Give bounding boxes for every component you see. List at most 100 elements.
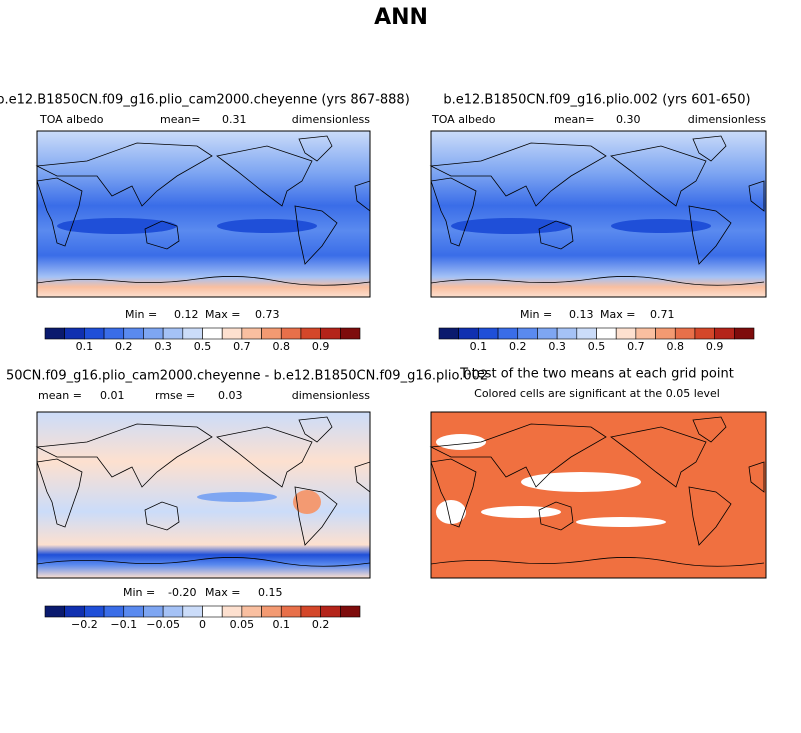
min-label: Min = xyxy=(125,308,157,321)
colorbar-label: 0.9 xyxy=(706,340,724,353)
variable: TOA albedo xyxy=(39,113,104,126)
colorbar-box xyxy=(734,327,755,340)
colorbar-box xyxy=(261,605,282,618)
colorbar-box xyxy=(615,327,637,340)
colorbar-label: 0.8 xyxy=(273,340,291,353)
colorbar-box xyxy=(143,605,164,618)
colorbar-label: 0.2 xyxy=(312,618,330,631)
colorbar-box xyxy=(280,327,302,340)
colorbar-label: 0.3 xyxy=(548,340,566,353)
colorbar-box xyxy=(576,327,597,340)
map xyxy=(36,130,371,298)
colorbar-box xyxy=(44,605,65,618)
colorbar-box xyxy=(202,327,223,340)
colorbar-box xyxy=(202,605,223,618)
colorbar-box xyxy=(103,327,125,340)
colorbar-box xyxy=(497,327,519,340)
colorbar-box xyxy=(182,327,203,340)
colorbar: 0.1 0.2 0.3 0.5 0.7 0.8 0.9 xyxy=(44,327,361,353)
max: 0.73 xyxy=(255,308,280,321)
colorbar-box xyxy=(556,327,578,340)
max-label: Max = xyxy=(600,308,635,321)
max-label: Max = xyxy=(205,586,240,599)
colorbar-box xyxy=(438,327,459,340)
colorbar-box xyxy=(221,605,243,618)
units: dimensionless xyxy=(292,113,371,126)
colorbar-label: 0.9 xyxy=(312,340,330,353)
min: 0.12 xyxy=(174,308,199,321)
map xyxy=(430,411,767,579)
colorbar-box xyxy=(182,605,203,618)
colorbar-box xyxy=(123,327,144,340)
variable: TOA albedo xyxy=(431,113,496,126)
colorbar-label: 0.1 xyxy=(273,618,291,631)
colorbar-box xyxy=(300,327,321,340)
colorbar-label: 0.7 xyxy=(627,340,645,353)
panel-subtitle: Colored cells are significant at the 0.0… xyxy=(474,387,720,400)
colorbar-box xyxy=(320,327,341,340)
colorbar-box xyxy=(64,327,85,340)
colorbar-label: −0.2 xyxy=(71,618,98,631)
colorbar-box xyxy=(84,605,105,618)
figure-title: ANN xyxy=(374,5,428,30)
colorbar-label: 0.1 xyxy=(76,340,94,353)
colorbar-box xyxy=(674,327,696,340)
rmse: 0.03 xyxy=(218,389,243,402)
colorbar-box xyxy=(162,605,184,618)
min: -0.20 xyxy=(168,586,196,599)
colorbar-label: 0 xyxy=(199,618,206,631)
colorbar-box xyxy=(537,327,558,340)
colorbar-box xyxy=(320,605,341,618)
colorbar-box xyxy=(103,605,125,618)
colorbar-box xyxy=(143,327,164,340)
units: dimensionless xyxy=(688,113,767,126)
colorbar-label: 0.2 xyxy=(115,340,133,353)
min-label: Min = xyxy=(123,586,155,599)
colorbar-box xyxy=(84,327,105,340)
panel-title: 50CN.f09_g16.plio_cam2000.cheyenne - b.e… xyxy=(6,369,488,384)
mean: 0.01 xyxy=(100,389,125,402)
min-label: Min = xyxy=(520,308,552,321)
rmse-label: rmse = xyxy=(155,389,195,402)
colorbar: −0.2 −0.1 −0.05 0 0.05 0.1 0.2 xyxy=(44,605,361,631)
colorbar-box xyxy=(241,605,262,618)
panel-title: b.e12.B1850CN.f09_g16.plio.002 (yrs 601-… xyxy=(443,93,750,108)
colorbar-box xyxy=(517,327,538,340)
colorbar-label: 0.7 xyxy=(233,340,251,353)
colorbar-box xyxy=(635,327,656,340)
colorbar-box xyxy=(123,605,144,618)
colorbar-label: 0.05 xyxy=(230,618,255,631)
colorbar-box xyxy=(221,327,243,340)
colorbar-label: 0.8 xyxy=(667,340,685,353)
colorbar-label: 0.2 xyxy=(509,340,527,353)
map xyxy=(430,130,767,298)
colorbar-box xyxy=(261,327,282,340)
colorbar-label: −0.1 xyxy=(110,618,137,631)
panel-title: b.e12.B1850CN.f09_g16.plio_cam2000.cheye… xyxy=(0,93,410,108)
max: 0.15 xyxy=(258,586,283,599)
colorbar-label: 0.5 xyxy=(194,340,212,353)
colorbar-box xyxy=(300,605,321,618)
colorbar-box xyxy=(478,327,499,340)
colorbar-box xyxy=(694,327,715,340)
colorbar-label: 0.3 xyxy=(154,340,172,353)
colorbar-label: 0.5 xyxy=(588,340,606,353)
mean: 0.31 xyxy=(222,113,247,126)
colorbar-box xyxy=(655,327,676,340)
min: 0.13 xyxy=(569,308,594,321)
colorbar-box xyxy=(714,327,735,340)
mean-label: mean = xyxy=(38,389,82,402)
colorbar-box xyxy=(162,327,184,340)
colorbar: 0.1 0.2 0.3 0.5 0.7 0.8 0.9 xyxy=(438,327,755,353)
colorbar-box xyxy=(596,327,617,340)
colorbar-label: 0.1 xyxy=(470,340,488,353)
mean-label: mean= xyxy=(554,113,594,126)
colorbar-box xyxy=(340,605,361,618)
max-label: Max = xyxy=(205,308,240,321)
colorbar-box xyxy=(280,605,302,618)
colorbar-label: −0.05 xyxy=(146,618,180,631)
panel-title: T-test of the two means at each grid poi… xyxy=(459,367,734,382)
max: 0.71 xyxy=(650,308,675,321)
colorbar-box xyxy=(64,605,85,618)
